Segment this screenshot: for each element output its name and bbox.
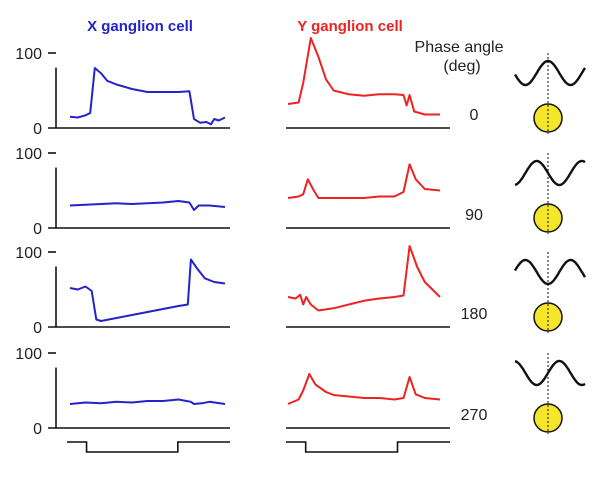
y-cell-trace (287, 245, 441, 312)
grating-wave (514, 159, 586, 187)
panel-270: 100 0 270 (15, 346, 586, 438)
tick-label-100: 100 (15, 346, 42, 363)
tick-label-100: 100 (15, 46, 42, 63)
panel-180: 100 0 180 (15, 245, 587, 337)
y-cell-trace (287, 37, 440, 116)
y-cell-title: Y ganglion cell (297, 18, 403, 35)
phase-label: 90 (465, 207, 483, 224)
y-cell-trace (287, 373, 441, 405)
stimulus-traces (67, 441, 450, 453)
phase-label: 270 (461, 407, 488, 424)
x-cell-trace (69, 258, 226, 322)
x-cell-stimulus-trace (67, 441, 230, 453)
x-cell-trace (69, 398, 226, 405)
y-cell-trace (287, 163, 441, 199)
phase-label: 180 (461, 306, 488, 323)
tick-label-100: 100 (15, 146, 42, 163)
y-cell-stimulus-trace (286, 441, 450, 453)
tick-label-0: 0 (33, 221, 42, 238)
x-cell-trace (69, 200, 226, 211)
tick-label-0: 0 (33, 320, 42, 337)
tick-label-0: 0 (33, 421, 42, 438)
panels: 100 0 0 100 0 90 100 0 180 100 0 270 (15, 37, 587, 438)
panel-90: 100 0 90 (15, 146, 586, 238)
phase-label: 0 (470, 107, 479, 124)
grating-wave (514, 359, 586, 387)
phase-header-line1: Phase angle (415, 39, 504, 56)
grating-wave (513, 258, 587, 286)
x-cell-trace (69, 67, 226, 126)
grating-wave (513, 59, 587, 87)
panel-0: 100 0 0 (15, 37, 587, 138)
tick-label-0: 0 (33, 121, 42, 138)
tick-label-100: 100 (15, 245, 42, 262)
x-cell-title: X ganglion cell (87, 18, 193, 35)
phase-header-line2: (deg) (443, 58, 480, 75)
